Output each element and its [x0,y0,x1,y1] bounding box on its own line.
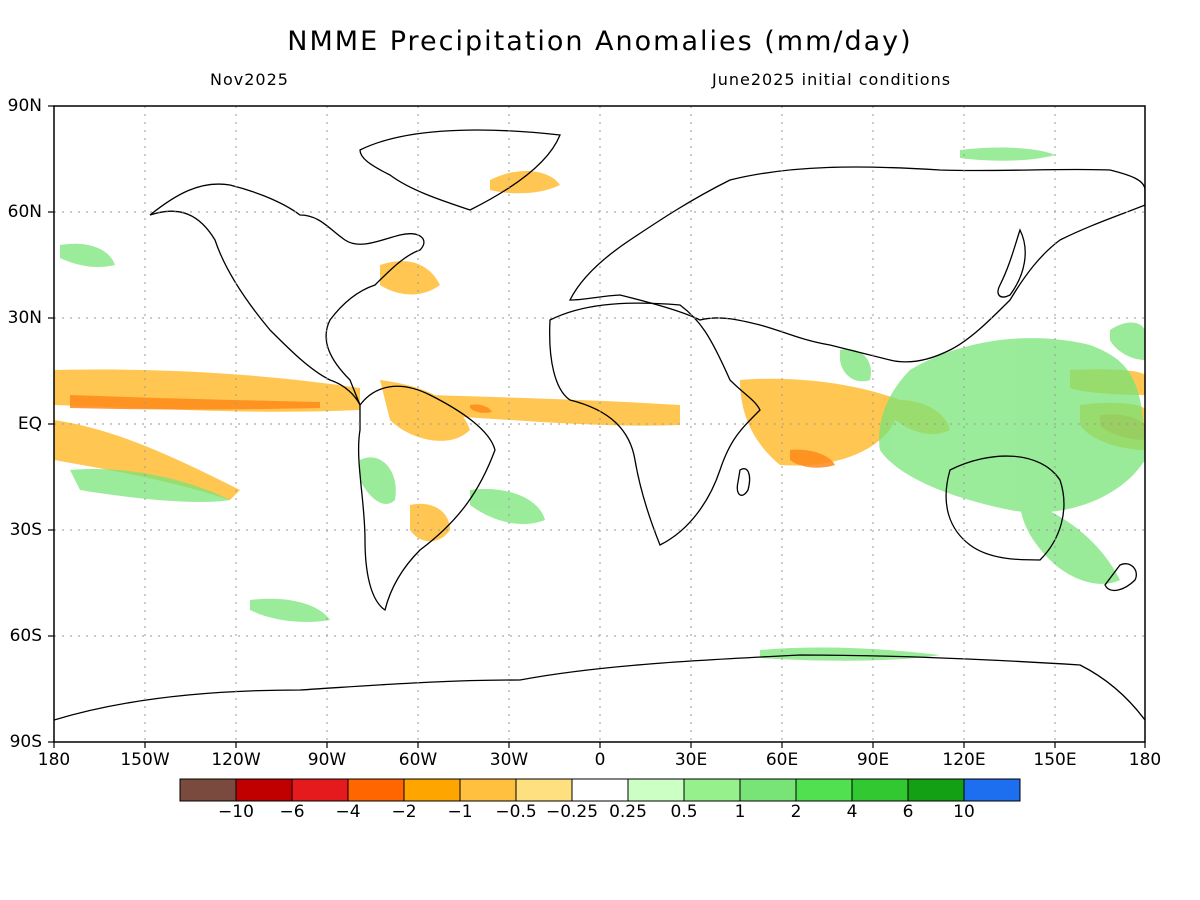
amazon-dry [380,380,470,441]
lat-label-60n: 60N [7,202,42,222]
colorbar-tick-label: 2 [790,802,802,822]
lon-label-60e: 60E [765,750,799,770]
colorbar-swatch [403,778,461,802]
colorbar-swatch [963,778,1021,802]
lon-label-120e: 120E [942,750,986,770]
lat-label-90n: 90N [7,96,42,116]
lon-label-90w: 90W [307,750,347,770]
colorbar-tick-label: −6 [279,802,305,822]
initial-conditions-label: June2025 initial conditions [712,70,952,89]
lat-label-30n: 30N [7,308,42,328]
north-indian-wet [840,349,871,382]
tasman-wet [1110,322,1145,360]
target-month-label: Nov2025 [210,70,289,89]
north-america-coast [149,183,425,406]
australia-coast [945,455,1065,561]
colorbar-tick-label: −0.25 [545,802,599,822]
pacific-south-dry-tongue [54,420,240,500]
lon-label-180w: 180 [37,750,71,770]
colorbar-tick-label: −10 [218,802,254,822]
indian-ocean-dry [740,378,900,466]
colorbar-tick-label: 1 [734,802,746,822]
lat-label-30s: 30S [9,520,42,540]
lon-label-30e: 30E [674,750,708,770]
colorbar-tick-label: 4 [846,802,858,822]
japan-coast [997,228,1026,298]
colorbar-swatch [795,778,853,802]
greenland-coast [359,129,561,211]
map-title: NMME Precipitation Anomalies (mm/day) [287,26,913,57]
anomaly-field [54,147,1145,661]
colorbar-swatch [571,778,629,802]
colorbar-swatch [627,778,685,802]
atlantic-dry-core [470,404,492,413]
lon-label-120w: 120W [211,750,261,770]
madagascar-coast [736,468,751,496]
north-atlantic-dry [380,261,440,295]
colorbar-tick-label: −4 [335,802,361,822]
south-america-coast [357,385,496,612]
new-zealand-coast [1104,563,1137,592]
lon-label-0: 0 [594,750,606,770]
indian-ocean-dry-core [790,449,835,468]
southeast-south-america-dry [410,503,450,542]
north-pacific-wet [60,243,115,268]
colorbar-tick-label: −1 [447,802,473,822]
colorbar-swatch [347,778,405,802]
colorbar-swatch [683,778,741,802]
lon-label-90e: 90E [856,750,890,770]
south-atlantic-wet [470,489,545,525]
colorbar-tick-label: 0.25 [609,802,647,822]
maritime-continent-wet [879,338,1145,513]
lon-label-150e: 150E [1033,750,1077,770]
colorbar-swatch [459,778,517,802]
arctic-wet [960,147,1055,161]
eurasia-coast [568,166,1145,363]
colorbar-tick-label: 6 [902,802,914,822]
pacific-dry-core [70,395,320,410]
subtropical-south-pacific-wet [70,469,230,502]
greenland-dry [490,170,560,194]
colorbar-swatch [291,778,349,802]
lon-label-60w: 60W [398,750,438,770]
colorbar-swatch [851,778,909,802]
south-pacific-wet [1020,500,1120,584]
colorbar-tick-label: −2 [391,802,417,822]
antarctic-coast-wet [760,647,940,661]
antarctica-coast [54,654,1145,721]
colorbar-swatch [515,778,573,802]
colorbar-swatch [235,778,293,802]
colorbar [179,778,1021,802]
colorbar-tick-label: 10 [953,802,975,822]
colorbar-swatch [739,778,797,802]
lat-label-60s: 60S [9,626,42,646]
lon-label-180e: 180 [1128,750,1162,770]
coastlines [54,129,1145,721]
atlantic-itcz-dry-band [430,395,680,426]
lon-label-150w: 150W [120,750,170,770]
colorbar-swatch [907,778,965,802]
colorbar-swatch [179,778,237,802]
lon-label-30w: 30W [489,750,529,770]
southern-ocean-wet [250,598,330,622]
colorbar-tick-label: −0.5 [495,802,537,822]
axis-ticks [48,105,1146,748]
lat-label-90s: 90S [9,732,42,752]
lat-label-eq: EQ [17,414,42,434]
colorbar-tick-label: 0.5 [670,802,698,822]
wet-anomaly-regions [60,147,1145,661]
africa-coast [549,302,761,546]
graticule [54,106,1145,742]
south-america-wet [360,457,396,504]
